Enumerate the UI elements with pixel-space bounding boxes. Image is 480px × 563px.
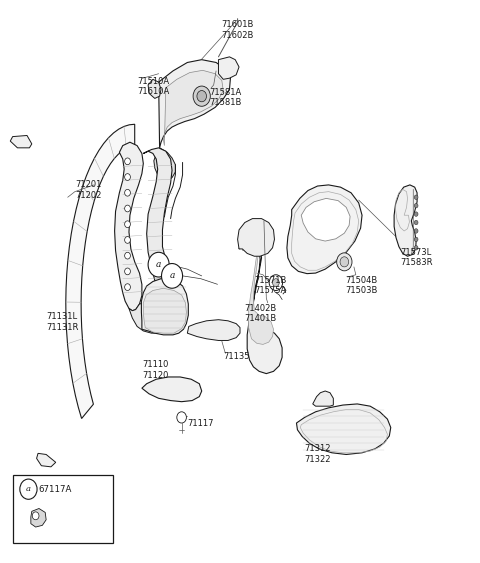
Text: 71312
71322: 71312 71322 [305, 444, 331, 464]
Circle shape [340, 257, 348, 267]
Circle shape [414, 203, 418, 208]
Text: 71117: 71117 [187, 419, 214, 428]
Polygon shape [10, 136, 32, 148]
Polygon shape [297, 404, 391, 454]
Text: 71135: 71135 [223, 352, 250, 361]
Circle shape [125, 189, 131, 196]
Text: 67117A: 67117A [56, 499, 88, 508]
Circle shape [414, 220, 418, 225]
Polygon shape [115, 142, 144, 311]
Text: 71201
71202: 71201 71202 [75, 180, 101, 200]
FancyBboxPatch shape [12, 475, 113, 543]
Polygon shape [301, 198, 350, 241]
Text: 71581A
71581B: 71581A 71581B [209, 88, 241, 107]
Circle shape [177, 412, 186, 423]
Polygon shape [394, 185, 417, 256]
Polygon shape [187, 320, 240, 341]
Polygon shape [144, 148, 174, 304]
Circle shape [125, 252, 131, 259]
Circle shape [125, 268, 131, 275]
Polygon shape [31, 508, 46, 527]
Circle shape [125, 221, 131, 227]
Circle shape [269, 275, 283, 291]
Text: 67117A: 67117A [38, 485, 72, 494]
Text: 71601B
71602B: 71601B 71602B [221, 20, 254, 40]
Text: 71131L
71131R: 71131L 71131R [46, 312, 79, 332]
Text: 71510A
71610A: 71510A 71610A [137, 77, 169, 96]
Circle shape [414, 237, 418, 242]
Circle shape [414, 229, 418, 233]
Text: a: a [156, 260, 161, 269]
Polygon shape [142, 279, 188, 335]
Text: 71110
71120: 71110 71120 [142, 360, 168, 379]
Circle shape [125, 236, 131, 243]
Circle shape [125, 158, 131, 165]
Circle shape [125, 284, 131, 291]
Polygon shape [313, 391, 333, 406]
Polygon shape [218, 57, 239, 79]
Text: 71571B
71575A: 71571B 71575A [254, 276, 287, 295]
Polygon shape [142, 377, 202, 401]
Circle shape [414, 195, 418, 199]
Circle shape [273, 279, 279, 287]
Polygon shape [148, 79, 161, 99]
Polygon shape [129, 300, 178, 333]
Polygon shape [158, 60, 230, 148]
Circle shape [161, 263, 182, 288]
Circle shape [32, 512, 39, 520]
Polygon shape [238, 218, 275, 256]
Polygon shape [154, 148, 175, 180]
Text: 71504B
71503B: 71504B 71503B [345, 276, 378, 295]
Text: 71573L
71583R: 71573L 71583R [400, 248, 433, 267]
Circle shape [20, 479, 37, 499]
Circle shape [125, 205, 131, 212]
Polygon shape [239, 239, 282, 374]
Polygon shape [36, 453, 56, 467]
Circle shape [193, 86, 210, 106]
Circle shape [125, 173, 131, 180]
Circle shape [336, 253, 352, 271]
Text: a: a [169, 271, 175, 280]
Polygon shape [144, 288, 186, 333]
Text: a: a [26, 485, 31, 493]
Circle shape [197, 91, 206, 102]
Text: 71402B
71401B: 71402B 71401B [245, 304, 277, 323]
Circle shape [414, 245, 418, 250]
Circle shape [414, 212, 418, 216]
Polygon shape [66, 124, 135, 418]
Polygon shape [163, 70, 223, 146]
Polygon shape [242, 245, 274, 345]
Circle shape [148, 252, 169, 277]
Polygon shape [287, 185, 362, 274]
